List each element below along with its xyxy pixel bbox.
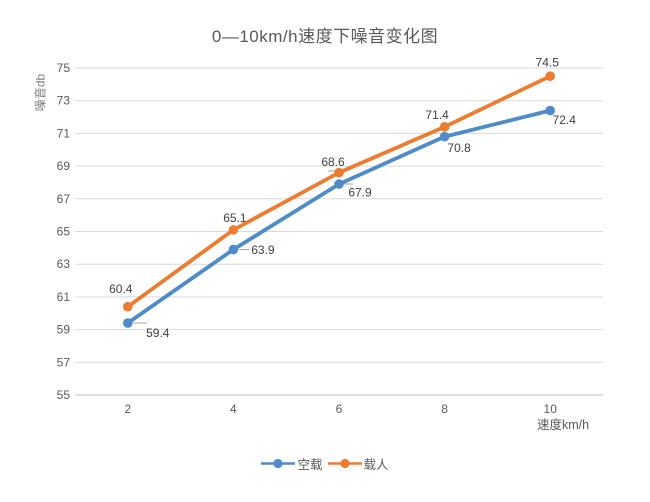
data-point-label: 68.6 — [321, 155, 345, 169]
y-tick-label: 65 — [57, 225, 71, 239]
y-tick-label: 71 — [57, 126, 71, 140]
legend-line-marker-icon — [261, 458, 296, 469]
series-line — [125, 108, 553, 325]
legend-item-empty-load: 空载 — [261, 454, 323, 473]
data-point — [439, 131, 450, 142]
legend-item-loaded: 载人 — [327, 454, 389, 473]
data-point — [545, 105, 555, 116]
y-tick-label: 67 — [57, 192, 71, 206]
y-tick-label: 59 — [57, 323, 71, 337]
x-tick-label: 8 — [441, 402, 448, 416]
data-point — [123, 301, 133, 312]
legend-line-marker-icon — [327, 458, 362, 469]
data-point — [123, 318, 133, 328]
legend: 空载 载人 — [0, 454, 650, 473]
data-point — [228, 244, 239, 255]
y-tick-label: 55 — [57, 388, 71, 402]
x-tick-label: 4 — [230, 402, 237, 416]
data-point-label: 74.5 — [536, 56, 560, 70]
series-line — [125, 74, 553, 309]
data-point — [545, 71, 555, 81]
data-point-label: 72.4 — [553, 113, 577, 127]
data-point-label: 65.1 — [223, 211, 247, 225]
y-axis-title: 噪音db — [33, 73, 48, 112]
y-tick-label: 63 — [57, 257, 71, 271]
chart-title: 0—10km/h速度下噪音变化图 — [211, 27, 439, 46]
legend-label-loaded: 载人 — [363, 458, 389, 472]
x-axis-title: 速度km/h — [537, 418, 590, 432]
y-tick-label: 69 — [57, 159, 71, 173]
data-point — [439, 122, 450, 132]
data-point — [334, 167, 344, 178]
x-tick-label: 6 — [336, 402, 343, 416]
y-tick-label: 57 — [57, 355, 71, 369]
x-tick-label: 10 — [544, 402, 558, 416]
data-point — [334, 179, 344, 189]
legend-label-empty-load: 空载 — [297, 458, 323, 472]
x-tick-label: 2 — [124, 402, 131, 416]
data-point-label: 60.4 — [109, 282, 133, 296]
y-tick-label: 75 — [57, 61, 71, 75]
y-tick-label: 61 — [57, 290, 71, 304]
y-tick-label: 73 — [57, 94, 71, 108]
data-point-label: 71.4 — [425, 108, 449, 122]
data-point-label: 70.8 — [447, 141, 471, 155]
data-point — [228, 225, 239, 235]
data-point-label: 59.4 — [146, 326, 170, 340]
data-point-label: 67.9 — [348, 186, 372, 200]
data-point-label: 63.9 — [251, 243, 275, 257]
